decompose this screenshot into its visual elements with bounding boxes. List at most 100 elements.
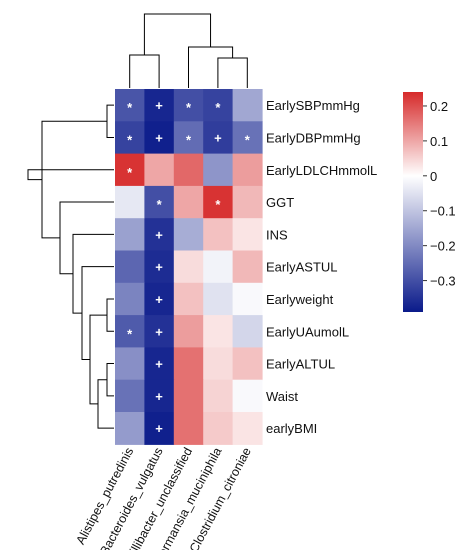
heatmap-cell xyxy=(173,379,204,413)
significance-mark: + xyxy=(155,227,163,242)
row-label: EarlyDBPmmHg xyxy=(266,130,361,145)
heatmap-cell xyxy=(173,89,204,122)
dendrogram-link xyxy=(129,54,160,88)
row-dendrogram xyxy=(27,104,114,429)
heatmap-cell xyxy=(173,153,204,187)
row-label: INS xyxy=(266,227,288,242)
heatmap-cell xyxy=(144,121,175,155)
colorbar-tick-label: −0.3 xyxy=(430,274,456,289)
row-label: GGT xyxy=(266,195,294,210)
dendrogram-link xyxy=(97,379,114,429)
heatmap-cell xyxy=(173,218,204,252)
colorbar: 0.2 0.1 0 −0.1 −0.2 −0.3 xyxy=(403,92,456,312)
heatmap-cell xyxy=(144,153,175,187)
dendrogram-link xyxy=(81,266,114,361)
heatmap-cell xyxy=(115,89,145,122)
heatmap-cell xyxy=(232,185,263,219)
column-labels: Alistipes_putredinisBacteroides_vulgatus… xyxy=(73,445,254,550)
heatmap-cell xyxy=(232,347,263,381)
heatmap-cell xyxy=(173,121,204,155)
heatmap-cell xyxy=(203,185,234,219)
heatmap-cell xyxy=(203,89,234,122)
significance-mark: + xyxy=(214,130,222,145)
significance-mark: + xyxy=(155,324,163,339)
heatmap-cell xyxy=(203,379,234,413)
dendrogram-link xyxy=(72,233,114,314)
significance-mark: * xyxy=(157,197,163,212)
heatmap-cell xyxy=(115,153,145,187)
row-label: EarlyASTUL xyxy=(266,260,338,275)
row-label: EarlyALTUL xyxy=(266,357,335,372)
heatmap-cells xyxy=(115,89,263,445)
significance-mark: + xyxy=(155,421,163,436)
heatmap-cell xyxy=(115,379,145,413)
significance-marks: * + * * * + * + * * * * + + + * + + + + xyxy=(127,98,251,436)
heatmap-cell xyxy=(115,282,145,316)
heatmap-cell xyxy=(144,89,175,122)
significance-mark: + xyxy=(155,292,163,307)
significance-mark: * xyxy=(127,100,133,115)
heatmap-cell xyxy=(203,153,234,187)
heatmap-cell xyxy=(115,315,145,348)
row-label: EarlyUAumolL xyxy=(266,324,349,339)
heatmap-cell xyxy=(173,282,204,316)
colorbar-tick-label: −0.2 xyxy=(430,239,456,254)
heatmap-cell xyxy=(115,185,145,219)
heatmap-cell xyxy=(203,282,234,316)
heatmap-cell xyxy=(173,250,204,284)
dendrogram-link xyxy=(217,57,248,88)
significance-mark: + xyxy=(155,260,163,275)
dendrogram-link xyxy=(27,169,114,181)
heatmap-cell xyxy=(173,315,204,348)
heatmap-cell xyxy=(232,412,263,445)
colorbar-tick-label: 0 xyxy=(430,169,437,184)
heatmap-cell xyxy=(203,250,234,284)
heatmap-cell xyxy=(144,379,175,413)
significance-mark: * xyxy=(127,165,133,180)
significance-mark: * xyxy=(245,132,251,147)
heatmap-cell xyxy=(115,250,145,284)
heatmap-cell xyxy=(232,218,263,252)
heatmap-cell xyxy=(203,347,234,381)
heatmap-cell xyxy=(203,121,234,155)
heatmap-cell xyxy=(232,89,263,122)
heatmap-cell xyxy=(203,315,234,348)
heatmap-cell xyxy=(232,282,263,316)
significance-mark: * xyxy=(127,132,133,147)
dendrogram-link xyxy=(106,363,114,397)
heatmap-cell xyxy=(115,412,145,445)
significance-mark: * xyxy=(215,197,221,212)
significance-mark: * xyxy=(186,132,192,147)
row-label: Waist xyxy=(266,389,298,404)
row-label: earlyBMI xyxy=(266,421,317,436)
heatmap-cell xyxy=(144,250,175,284)
row-label: EarlySBPmmHg xyxy=(266,98,360,113)
heatmap-cell xyxy=(144,185,175,219)
row-label: EarlyLDLCHmmolL xyxy=(266,163,377,178)
heatmap-cell xyxy=(203,218,234,252)
heatmap-cell xyxy=(232,379,263,413)
heatmap-cell xyxy=(173,185,204,219)
heatmap-cell xyxy=(232,121,263,155)
dendrogram-link xyxy=(106,104,114,138)
heatmap-cell xyxy=(115,347,145,381)
significance-mark: + xyxy=(155,130,163,145)
dendrogram-link xyxy=(143,13,212,55)
colorbar-tick-label: 0.1 xyxy=(430,134,448,149)
dendrogram-link xyxy=(59,201,114,275)
significance-mark: * xyxy=(186,100,192,115)
heatmap-cell xyxy=(232,153,263,187)
significance-mark: + xyxy=(155,357,163,372)
heatmap-cell xyxy=(203,412,234,445)
heatmap-cell xyxy=(144,282,175,316)
dendrogram-link xyxy=(106,298,114,332)
heatmap-cell xyxy=(173,347,204,381)
colorbar-ticks: 0.2 0.1 0 −0.1 −0.2 −0.3 xyxy=(423,99,456,289)
dendrogram-link xyxy=(188,46,234,88)
column-dendrogram xyxy=(129,13,248,88)
heatmap-cell xyxy=(115,218,145,252)
heatmap-cell xyxy=(232,250,263,284)
heatmap-cell xyxy=(144,218,175,252)
dendrogram-link xyxy=(41,120,107,239)
